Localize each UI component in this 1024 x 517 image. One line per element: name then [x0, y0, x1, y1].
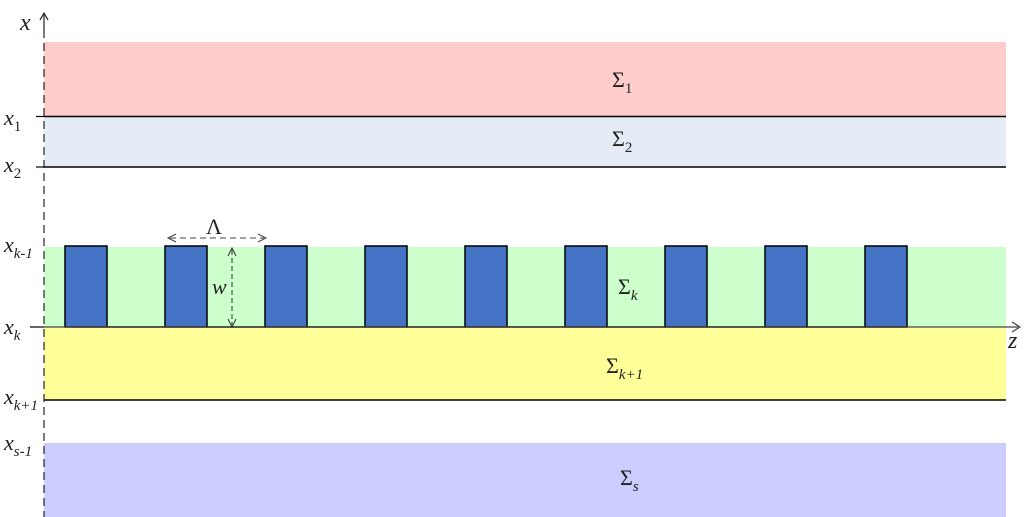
- label-sigma-1: Σ1: [612, 67, 632, 97]
- label-sigma-s: Σs: [620, 465, 639, 495]
- grating-tooth: [864, 245, 908, 328]
- grating-tooth: [164, 245, 208, 328]
- grating-tooth: [464, 245, 508, 328]
- z-axis-label: z: [1007, 328, 1018, 354]
- grating-tooth: [564, 245, 608, 328]
- boundary-label-xs-1: xs-1: [3, 430, 32, 460]
- x-axis-arrowhead: [39, 11, 49, 21]
- period-arrow-right: [257, 233, 268, 243]
- boundary-label-xk: xk: [3, 314, 21, 344]
- label-sigma-2: Σ2: [612, 126, 632, 156]
- label-sigma-k1: Σk+1: [606, 353, 643, 383]
- grating-tooth: [264, 245, 308, 328]
- x-axis-label: x: [19, 10, 31, 36]
- depth-arrow-bottom: [227, 318, 237, 329]
- layer-sigma-1: [44, 42, 1006, 116]
- period-label: Λ: [206, 214, 222, 239]
- grating-tooth: [64, 245, 108, 328]
- layer-sigma-s: [44, 443, 1006, 517]
- boundary-label-xk-1: xk-1: [3, 232, 33, 262]
- grating-tooth: [664, 245, 708, 328]
- label-sigma-k: Σk: [618, 274, 638, 304]
- grating-teeth: [64, 245, 908, 328]
- grating-tooth: [364, 245, 408, 328]
- layer-sigma-2: [44, 117, 1006, 167]
- depth-label: w: [212, 274, 227, 299]
- boundary-label-x1: x1: [3, 105, 21, 135]
- period-arrow-left: [166, 233, 177, 243]
- boundary-label-xk+1: xk+1: [3, 384, 38, 414]
- boundary-label-x2: x2: [3, 152, 21, 182]
- depth-arrow-top: [227, 246, 237, 257]
- grating-tooth: [764, 245, 808, 328]
- z-axis-arrowhead: [1011, 321, 1022, 333]
- layer-sigma-k1: [44, 327, 1006, 400]
